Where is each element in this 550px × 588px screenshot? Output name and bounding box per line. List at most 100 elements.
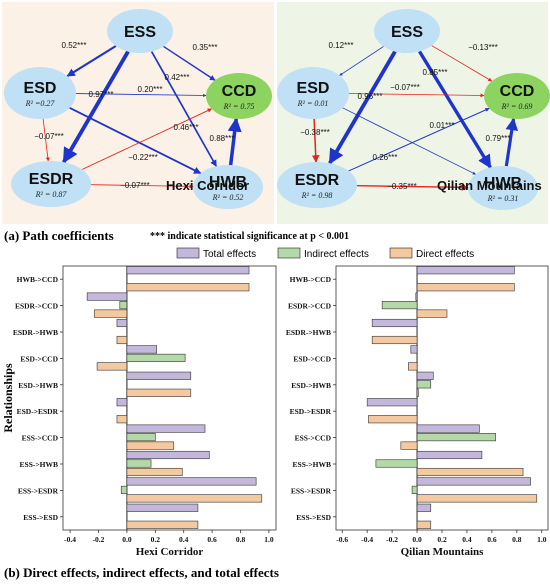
path-coefficient-esdr-to-ccd: −0.22*** xyxy=(128,153,158,162)
plot-frame xyxy=(63,266,276,530)
bar-direct-effects-ess-ccd xyxy=(127,442,174,450)
bar-total-effects-ess-ccd xyxy=(417,425,479,433)
category-label-hwb-ccd: HWB->CCD xyxy=(290,275,332,284)
bar-total-effects-ess-esdr xyxy=(127,478,256,486)
category-label-esdr-hwb: ESDR->HWB xyxy=(13,328,58,337)
bar-total-effects-esdr-hwb xyxy=(117,319,127,327)
node-r2-ccd: R² = 0.69 xyxy=(501,102,533,111)
bar-chart-qilian: HWB->CCDESDR->CCDESDR->HWBESD->CCDESD->H… xyxy=(286,266,548,558)
x-tick-label: 0.2 xyxy=(437,535,447,544)
path-coefficient-esdr-to-ccd: 0.26*** xyxy=(373,153,398,162)
x-tick-label: -0.6 xyxy=(336,535,348,544)
bar-indirect-effects-esdr-ccd xyxy=(120,301,127,309)
path-coefficient-esd-to-esdr: −0.38*** xyxy=(300,128,330,137)
x-tick-label: 0.6 xyxy=(207,535,217,544)
category-label-esd-hwb: ESD->HWB xyxy=(18,381,58,390)
category-label-esdr-ccd: ESDR->CCD xyxy=(15,302,59,311)
bar-chart-hexi: HWB->CCD ESDR->CCD ESDR->HWB ESD->CCD ESD->H… xyxy=(13,266,276,558)
bar-total-effects-esd-esdr xyxy=(367,398,417,406)
x-tick-label: 0.0 xyxy=(412,535,422,544)
x-tick-label: 0.6 xyxy=(487,535,497,544)
category-label-esdr-hwb: ESDR->HWB xyxy=(286,328,331,337)
bar-total-effects-ess-hwb xyxy=(417,451,482,459)
bar-total-effects-esd-ccd xyxy=(411,346,417,354)
bar-indirect-effects-ess-hwb xyxy=(127,460,151,468)
node-r2-esd: R² =0.27 xyxy=(25,99,56,108)
bar-total-effects-esdr-ccd xyxy=(416,293,417,301)
bar-total-effects-ess-esdr xyxy=(417,478,530,486)
node-label-esdr: ESDR xyxy=(295,172,340,189)
path-coefficient-esd-to-ccd: −0.07*** xyxy=(390,83,420,92)
path-coefficient-esd-to-esdr: −0.07*** xyxy=(34,132,64,141)
path-coefficient-ess-to-ccd: 0.35*** xyxy=(193,43,218,52)
bar-total-effects-ess-ccd xyxy=(127,425,205,433)
node-r2-esd: R² = 0.01 xyxy=(297,99,329,108)
category-label-hwb-ccd: HWB->CCD xyxy=(17,275,59,284)
bar-indirect-effects-ess-esdr xyxy=(412,486,417,494)
legend-swatch-direct xyxy=(390,248,412,258)
bar-direct-effects-esd-ccd xyxy=(408,363,417,371)
x-tick-label: -0.2 xyxy=(93,535,105,544)
bar-direct-effects-ess-esd xyxy=(417,521,431,529)
bar-direct-effects-ess-esd xyxy=(127,521,198,529)
category-label-esd-ccd: ESD->CCD xyxy=(20,354,58,363)
bar-total-effects-ess-esd xyxy=(127,504,198,512)
node-label-ess: ESS xyxy=(124,24,156,41)
bar-direct-effects-ess-esdr xyxy=(127,495,262,503)
bar-direct-effects-esd-ccd xyxy=(97,363,127,371)
bar-total-effects-ess-hwb xyxy=(127,451,209,459)
category-label-ess-esdr: ESS->ESDR xyxy=(18,486,59,495)
bar-indirect-effects-ess-esdr xyxy=(121,486,127,494)
path-coefficient-ess-to-hwb: 0.42*** xyxy=(165,73,190,82)
path-coefficient-ess-to-esd: 0.12*** xyxy=(329,41,354,50)
x-tick-label: 0.4 xyxy=(462,535,472,544)
bar-direct-effects-ess-esdr xyxy=(417,495,537,503)
bar-direct-effects-esd-esdr xyxy=(117,415,127,423)
category-label-ess-ccd: ESS->CCD xyxy=(295,434,332,443)
category-label-ess-esd: ESS->ESD xyxy=(296,513,331,522)
bar-direct-effects-esdr-hwb xyxy=(372,336,417,344)
category-label-esdr-ccd: ESDR->CCD xyxy=(288,302,332,311)
bar-total-effects-hwb-ccd xyxy=(127,266,249,274)
category-label-ess-esdr: ESS->ESDR xyxy=(291,486,332,495)
bar-indirect-effects-esd-ccd xyxy=(127,354,185,362)
bar-indirect-effects-ess-ccd xyxy=(127,433,155,441)
node-r2-ccd: R² = 0.75 xyxy=(223,102,255,111)
legend-label-direct: Direct effects xyxy=(416,249,474,260)
region-title: Qilian Mountains xyxy=(437,178,542,193)
x-tick-label: 1.0 xyxy=(537,535,547,544)
x-tick-label: -0.4 xyxy=(64,535,76,544)
node-label-esd: ESD xyxy=(297,80,330,97)
path-coefficient-ess-to-hwb: 0.85*** xyxy=(423,68,448,77)
bar-total-effects-ess-esd xyxy=(417,504,431,512)
node-label-ess: ESS xyxy=(391,24,423,41)
x-tick-label: 1.0 xyxy=(264,535,274,544)
category-label-esd-hwb: ESD->HWB xyxy=(291,381,331,390)
bar-indirect-effects-esd-hwb xyxy=(417,381,431,389)
bar-indirect-effects-ess-hwb xyxy=(376,460,417,468)
bar-direct-effects-esd-esdr xyxy=(368,415,417,423)
x-tick-label: 0.2 xyxy=(151,535,161,544)
y-axis-title: Relationships xyxy=(1,363,15,433)
bar-direct-effects-hwb-ccd xyxy=(417,283,514,291)
path-coefficient-ess-to-esd: 0.52*** xyxy=(62,41,87,50)
node-label-ccd: CCD xyxy=(500,83,535,100)
category-label-esd-esdr: ESD->ESDR xyxy=(290,407,332,416)
panel-b-caption: (b) Direct effects, indirect effects, an… xyxy=(4,565,279,580)
bar-direct-effects-ess-ccd xyxy=(401,442,417,450)
bar-indirect-effects-ess-ccd xyxy=(417,433,496,441)
category-label-ess-esd: ESS->ESD xyxy=(23,513,58,522)
x-tick-label: -0.4 xyxy=(361,535,373,544)
node-r2-hwb: R² = 0.52 xyxy=(212,193,244,202)
bar-direct-effects-esdr-ccd xyxy=(417,310,447,318)
node-r2-hwb: R² = 0.31 xyxy=(487,194,519,203)
bar-total-effects-esdr-ccd xyxy=(87,293,127,301)
category-label-ess-hwb: ESS->HWB xyxy=(293,460,331,469)
node-r2-esdr: R² = 0.87 xyxy=(35,190,68,199)
legend-label-total: Total effects xyxy=(203,249,256,260)
node-label-ccd: CCD xyxy=(222,83,257,100)
legend-swatch-indirect xyxy=(278,248,300,258)
bar-total-effects-esdr-hwb xyxy=(372,319,417,327)
path-coefficient-esd-to-hwb: 0.01*** xyxy=(430,121,455,130)
